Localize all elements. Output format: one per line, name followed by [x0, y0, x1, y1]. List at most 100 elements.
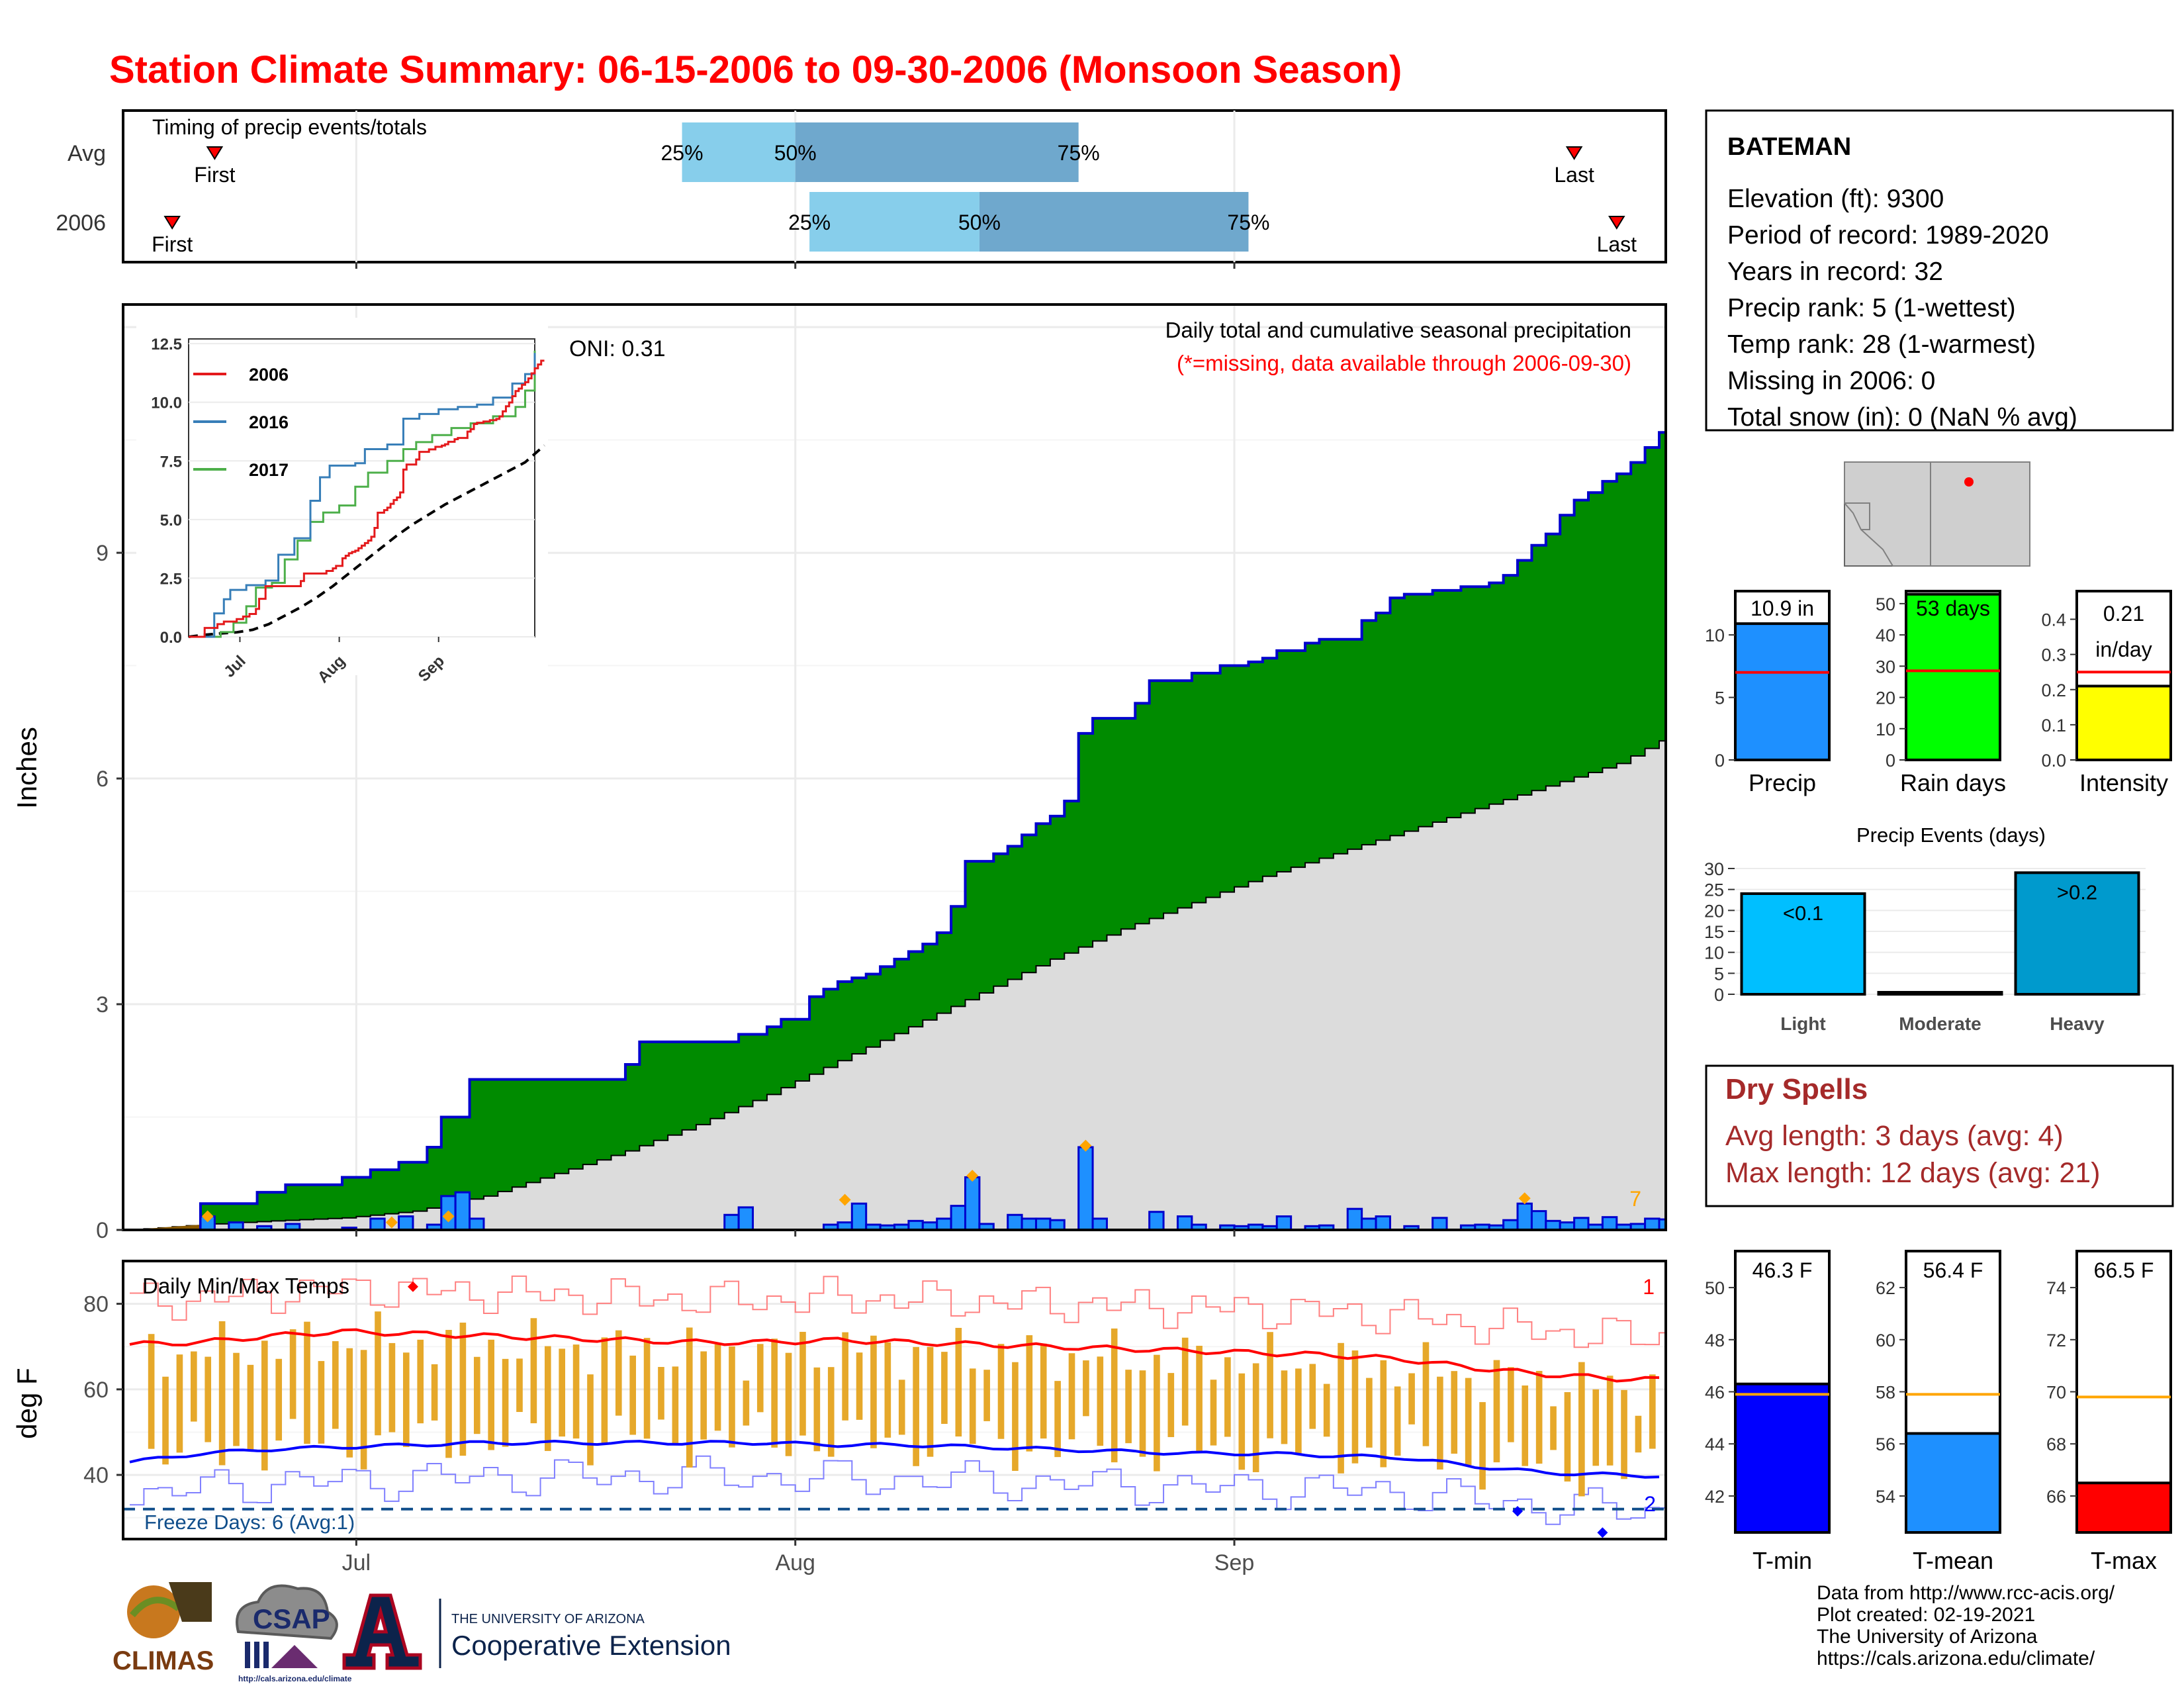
daily-temp-range-bar: [1068, 1353, 1075, 1440]
daily-temp-range-bar: [205, 1356, 212, 1442]
record-max-line: [130, 1275, 1666, 1348]
daily-temp-range-bar: [1437, 1376, 1443, 1470]
daily-temp-range-bar: [700, 1351, 707, 1440]
events-y-tick-label: 0: [1714, 985, 1724, 1005]
temp-bar-tick-label: 66: [2046, 1487, 2066, 1507]
state-outlines: [1844, 461, 2030, 567]
events-bar-label: >0.2: [2057, 880, 2097, 904]
daily-temp-range-bar: [955, 1327, 962, 1437]
daily-temp-range-bar: [162, 1376, 169, 1465]
average-max-temp-line: [129, 1328, 1660, 1383]
daily-precip-bar: [1091, 1217, 1108, 1230]
daily-precip-bar: [1545, 1219, 1561, 1230]
record-count-label: 7: [1629, 1187, 1641, 1211]
daily-temp-range-bar: [785, 1352, 792, 1456]
daily-temp-range-bar: [516, 1358, 523, 1413]
daily-temp-range-bar: [275, 1358, 283, 1441]
daily-precip-bar: [978, 1223, 995, 1230]
inset-y-tick-label: 2.5: [160, 570, 182, 588]
daily-precip-bar: [1077, 1146, 1094, 1230]
events-bar: [1740, 892, 1866, 996]
events-title: Precip Events (days): [1856, 823, 2046, 847]
daily-temp-range-bar: [304, 1321, 310, 1444]
station-info-line: Missing in 2006: 0: [1727, 367, 1935, 395]
inset-legend-label: 2017: [249, 460, 289, 480]
station-info-line: Years in record: 32: [1727, 258, 1943, 286]
temp-bar-value: 66.5 F: [2094, 1258, 2154, 1282]
daily-temp-range-bar: [1154, 1354, 1160, 1472]
daily-temp-range-bar: [643, 1338, 651, 1439]
daily-precip-bar: [1275, 1215, 1293, 1230]
daily-precip-bar: [950, 1205, 966, 1230]
climas-swoosh: [130, 1597, 181, 1618]
daily-precip-bar: [1318, 1224, 1335, 1230]
daily-temp-range-bar: [1267, 1332, 1273, 1438]
precip-y-tick-label: 3: [96, 992, 109, 1017]
daily-temp-range-bar: [473, 1356, 480, 1434]
daily-temp-range-bar: [672, 1366, 679, 1444]
record-precip-marker: [442, 1210, 455, 1223]
timing-last-label: Last: [1597, 232, 1637, 256]
daily-temp-range-bar: [1493, 1360, 1500, 1463]
temp-bar-tick-label: 46: [1705, 1383, 1725, 1403]
daily-temp-range-bar: [1026, 1335, 1033, 1452]
daily-temp-range-bar: [1408, 1373, 1415, 1425]
summary-bar-tick-label: 0.3: [2041, 645, 2066, 665]
daily-temp-range-bar: [572, 1344, 580, 1439]
daily-temp-range-bar: [1621, 1389, 1627, 1479]
locator-map: [1844, 461, 2030, 567]
daily-temp-range-bar: [1606, 1376, 1614, 1466]
daily-precip-bar: [1346, 1207, 1363, 1230]
events-bar-label: <0.1: [1783, 902, 1823, 925]
daily-temp-range-bar: [813, 1367, 821, 1452]
events-y-tick-label: 5: [1714, 964, 1724, 984]
dry-spells-frame: [1705, 1064, 2174, 1207]
daily-temp-range-bar: [530, 1318, 537, 1424]
temp-frame: [122, 1260, 1667, 1540]
daily-precip-bar: [469, 1217, 485, 1230]
daily-temp-range-bar: [587, 1374, 594, 1466]
events-x-tick-label: Light: [1780, 1013, 1825, 1034]
daily-temp-range-bar: [1281, 1370, 1288, 1444]
daily-temp-range-bar: [375, 1311, 381, 1436]
daily-precip-bar: [907, 1219, 924, 1230]
summary-bar-intensity: 0.21 in/day Intensity 0.0 0.1 0.2 0.3 0.4: [2041, 590, 2172, 796]
inset-y-tick-label: 7.5: [160, 453, 182, 471]
daily-temp-range-bar: [360, 1350, 367, 1470]
daily-temp-range-bar: [884, 1342, 891, 1438]
daily-temp-range-bar: [1649, 1374, 1656, 1449]
temp-bar-fill: [2075, 1481, 2172, 1534]
daily-temp-range-bar: [191, 1351, 197, 1422]
daily-temp-range-bar: [1380, 1360, 1387, 1468]
daily-precip-bar: [1007, 1213, 1023, 1230]
station-info-frame: [1705, 109, 2174, 432]
climas-logo: CLIMAS: [113, 1582, 214, 1675]
temp-bar-value: 46.3 F: [1752, 1258, 1813, 1282]
daily-temp-range-bar: [771, 1338, 778, 1448]
daily-temp-range-bar: [1309, 1364, 1316, 1429]
ua-name: THE UNIVERSITY OF ARIZONA: [451, 1612, 645, 1626]
rain-bar: [254, 1642, 259, 1668]
summary-bar-tick-label: 0.2: [2041, 680, 2066, 700]
record-precip-marker: [1518, 1192, 1531, 1205]
temp-bar-tick-label: 56: [1876, 1434, 1895, 1454]
timing-first-marker: [206, 146, 224, 160]
summary-bar-tick-label: 10: [1705, 626, 1725, 645]
climas-wordmark: CLIMAS: [113, 1646, 214, 1675]
daily-precip-bar: [228, 1221, 244, 1230]
summary-bar-tick-label: 30: [1876, 657, 1895, 677]
csap-wordmark: CSAP: [253, 1603, 330, 1634]
temp-bar-tick-label: 48: [1705, 1331, 1725, 1350]
daily-temp-range-bar: [1635, 1415, 1642, 1453]
daily-temp-range-bar: [913, 1346, 919, 1466]
daily-temp-range-bar: [629, 1355, 636, 1435]
summary-bar-fill: [2075, 684, 2172, 761]
daily-precip-bar: [1432, 1217, 1448, 1230]
inset-y-tick-label: 0.0: [160, 629, 182, 647]
daily-temp-range-bar: [1054, 1381, 1061, 1458]
summary-bar-unit: in/day: [2095, 637, 2152, 661]
timing-last-marker: [1565, 146, 1583, 160]
temp-y-tick-label: 40: [83, 1463, 109, 1488]
daily-temp-range-bar: [870, 1335, 877, 1448]
temp-bar-tick-label: 74: [2046, 1278, 2066, 1298]
